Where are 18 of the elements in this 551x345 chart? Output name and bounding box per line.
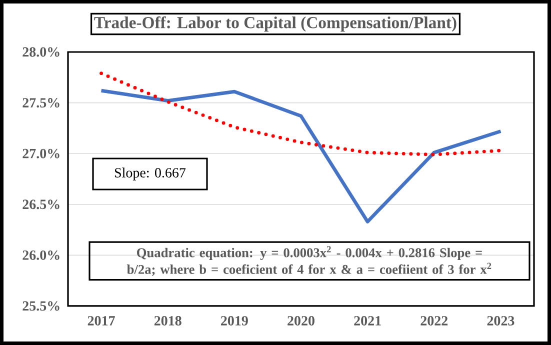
y-tick-label: 26.0% [22,250,60,260]
x-tick-label: 2018 [154,316,182,326]
x-tick-label: 2023 [487,316,514,326]
chart-title: Trade-Off: Labor to Capital (Compensation/Plant) [94,16,456,32]
line-series [100,88,502,224]
line-series [100,72,502,156]
y-tick-label: 27.0% [22,148,60,158]
annotation: Slope: 0.667 [114,168,186,180]
annotation: Quadratic equation: y = 0.0003x$^{2}$ - 0.004x + 0.2816 Slope = b/2a; where b = coeficient of 4 for x & a = coefiient of 3 for x$^{2}$ [126,246,492,276]
x-tick-label: 2019 [221,316,248,326]
x-tick-label: 2021 [354,316,381,326]
x-tick-label: 2017 [88,316,115,326]
y-tick-label: 25.5% [22,301,60,311]
y-tick-label: 26.5% [22,200,60,210]
x-tick-label: 2020 [288,316,314,326]
x-tick-label: 2022 [420,316,448,326]
y-tick-label: 28.0% [22,47,60,57]
y-tick-label: 27.5% [22,98,60,108]
